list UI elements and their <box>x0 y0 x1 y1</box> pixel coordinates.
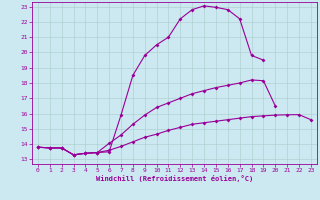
X-axis label: Windchill (Refroidissement éolien,°C): Windchill (Refroidissement éolien,°C) <box>96 175 253 182</box>
